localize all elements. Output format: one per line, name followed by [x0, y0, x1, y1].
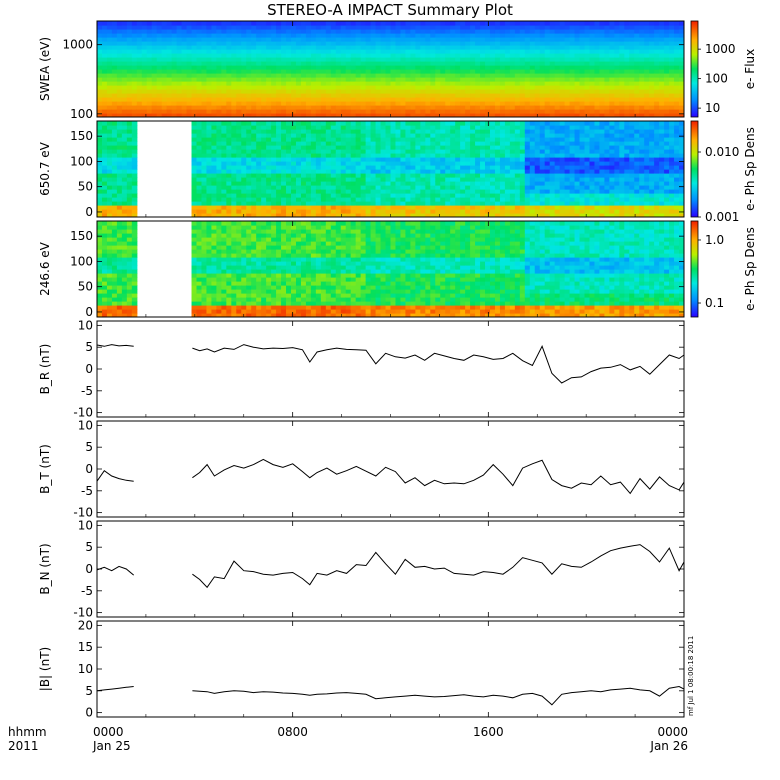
heatmap-1: [97, 121, 684, 217]
y-tick-label-6-1: 5: [85, 684, 93, 698]
colorbar-tick-label-0-0: 10: [705, 101, 720, 115]
panel-1: 0.001 0.010 e- Ph Sp Dens 0 50 100 150 650.7 eV: [38, 120, 757, 224]
colorbar-tick-label-0-2: 1000: [705, 42, 736, 56]
series-line-4-1: [192, 458, 685, 495]
y-tick-label-5-1: -5: [81, 584, 93, 598]
series-line-5-1: [192, 544, 685, 589]
y-tick-label-0-1: 1000: [62, 38, 93, 52]
series-line-6-1: [192, 685, 685, 706]
y-tick-label-3-2: 0: [85, 362, 93, 376]
y-axis-label-3: B_R (nT): [38, 344, 52, 395]
colorbar-label-2: e- Ph Sp Dens: [743, 227, 757, 311]
time-tick-label-3: 0000: [657, 725, 688, 739]
panel-3: -10 -5 0 5 10 B_R (nT): [38, 318, 685, 420]
plot-title: STEREO-A IMPACT Summary Plot: [267, 1, 513, 19]
y-tick-label-4-2: 0: [85, 462, 93, 476]
time-tick-label-1: 0800: [277, 725, 308, 739]
colorbar-label-0: e- Flux: [743, 49, 757, 89]
y-tick-label-4-0: -10: [73, 506, 93, 520]
y-tick-label-4-1: -5: [81, 484, 93, 498]
panel-2: 0.1 1.0 e- Ph Sp Dens 0 50 100 150 246.6 eV: [38, 220, 757, 319]
heatmap-0: [97, 21, 684, 117]
y-tick-label-5-4: 10: [78, 518, 93, 532]
y-tick-label-6-4: 20: [78, 618, 93, 632]
y-tick-label-6-2: 10: [78, 662, 93, 676]
time-tick-date-3: Jan 26: [649, 739, 688, 753]
colorbar-tick-label-2-1: 1.0: [705, 233, 724, 247]
series-line-6-0: [96, 686, 134, 692]
y-tick-label-3-4: 10: [78, 318, 93, 332]
y-tick-label-4-4: 10: [78, 418, 93, 432]
time-axis-unit-label: hhmm: [8, 725, 47, 739]
series-line-5-0: [96, 565, 135, 576]
colorbar-2: [690, 220, 699, 318]
time-tick-label-2: 1600: [473, 725, 504, 739]
y-tick-label-5-3: 5: [85, 540, 93, 554]
colorbar-tick-label-1-0: 0.001: [705, 210, 739, 224]
heatmap-2: [97, 221, 684, 317]
y-tick-label-1-1: 50: [78, 180, 93, 194]
colorbar-tick-label-2-0: 0.1: [705, 296, 724, 310]
y-tick-label-2-1: 50: [78, 280, 93, 294]
y-axis-label-5: B_N (nT): [38, 543, 52, 594]
colorbar-1: [690, 120, 699, 218]
y-tick-label-1-3: 150: [70, 129, 93, 143]
y-tick-label-3-1: -5: [81, 384, 93, 398]
series-line-3-0: [96, 344, 134, 347]
time-tick-date-0: Jan 25: [92, 739, 131, 753]
y-tick-label-1-2: 100: [70, 154, 93, 168]
colorbar-label-1: e- Ph Sp Dens: [743, 127, 757, 211]
y-tick-label-5-2: 0: [85, 562, 93, 576]
colorbar-0: [690, 20, 699, 118]
y-tick-label-4-3: 5: [85, 440, 93, 454]
y-axis-label-4: B_T (nT): [38, 444, 52, 494]
y-tick-label-6-0: 0: [85, 706, 93, 720]
y-tick-label-2-2: 100: [70, 254, 93, 268]
panel-0: 10 100 1000 e- Flux 100 1000 SWEA (eV): [38, 20, 757, 121]
colorbar-tick-label-0-1: 100: [705, 72, 728, 86]
time-axis-year-label: 2011: [8, 739, 39, 753]
y-axis-label-6: |B| (nT): [38, 647, 52, 691]
y-axis-label-2: 246.6 eV: [38, 241, 52, 296]
time-tick-label-0: 0000: [93, 725, 124, 739]
y-tick-label-5-0: -10: [73, 606, 93, 620]
y-axis-label-1: 650.7 eV: [38, 141, 52, 196]
timestamp-stamp: mf Jul 1 08:00:18 2011: [687, 636, 695, 716]
panel-frame-6: [96, 620, 685, 718]
y-tick-label-1-0: 0: [85, 205, 93, 219]
panel-6: 0 5 10 15 20 |B| (nT): [38, 618, 685, 720]
y-tick-label-2-3: 150: [70, 229, 93, 243]
panel-frame-3: [96, 320, 685, 418]
y-tick-label-6-3: 15: [78, 640, 93, 654]
series-line-3-1: [192, 344, 685, 384]
y-tick-label-3-3: 5: [85, 340, 93, 354]
y-tick-label-0-0: 100: [70, 107, 93, 121]
series-line-4-0: [96, 469, 134, 482]
colorbar-tick-label-1-1: 0.010: [705, 145, 739, 159]
y-tick-label-2-0: 0: [85, 305, 93, 319]
y-tick-label-3-0: -10: [73, 406, 93, 420]
panel-5: -10 -5 0 5 10 B_N (nT): [38, 518, 685, 620]
y-axis-label-0: SWEA (eV): [38, 37, 52, 101]
panel-4: -10 -5 0 5 10 B_T (nT): [38, 418, 685, 520]
